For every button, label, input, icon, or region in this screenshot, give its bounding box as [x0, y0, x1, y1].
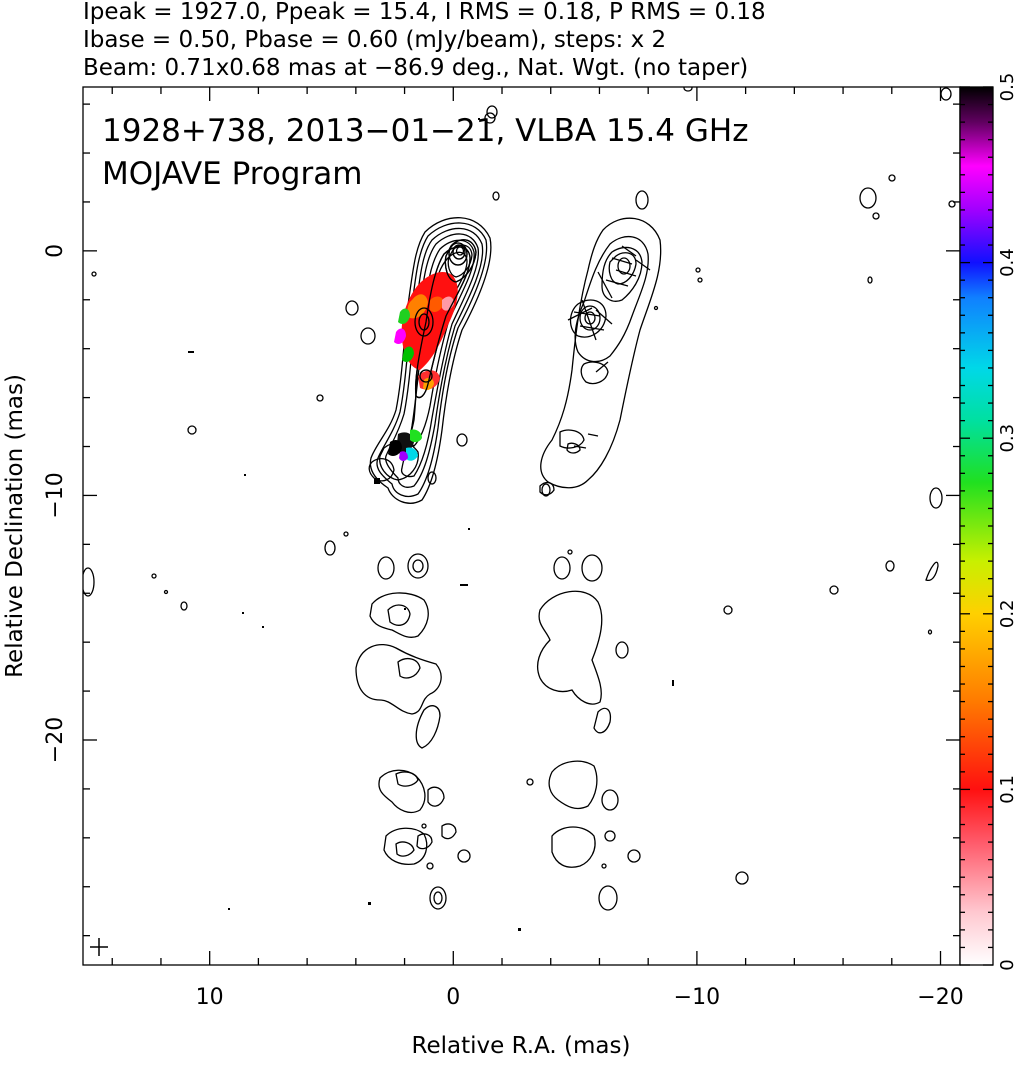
x-tick-label: 10 [196, 985, 224, 1010]
colorbar [959, 86, 994, 966]
y-tick-label: −20 [43, 717, 68, 763]
noise-contours-right [526, 554, 641, 911]
colorbar-tick-label: 0.2 [997, 599, 1018, 628]
y-tick-label: 0 [43, 244, 68, 258]
noise-dots [188, 118, 674, 931]
polarized-intensity-contours [539, 217, 662, 496]
header-line-1: Ipeak = 1927.0, Ppeak = 15.4, I RMS = 0.… [83, 0, 766, 25]
noise-contours-left [355, 553, 471, 910]
axis-tick-labels: 10 0 −10 −20 0 −10 −20 [43, 244, 964, 1010]
header-line-3: Beam: 0.71x0.68 mas at −86.9 deg., Nat. … [83, 55, 748, 81]
colorbar-tick-label: 0 [997, 959, 1018, 970]
chart-subtitle: MOJAVE Program [102, 156, 362, 192]
plot-frame [82, 86, 961, 966]
x-tick-label: −20 [917, 985, 963, 1010]
colorbar-tick-label: 0.3 [997, 424, 1018, 453]
polarization-colour [374, 271, 458, 484]
colorbar-tick-label: 0.1 [997, 775, 1018, 804]
colorbar-tick-label: 0.5 [997, 73, 1018, 102]
colorbar-tick-label: 0.4 [997, 248, 1018, 277]
y-axis-label: Relative Declination (mas) [2, 374, 28, 678]
axis-ticks [83, 87, 960, 965]
header-line-2: Ibase = 0.50, Pbase = 0.60 (mJy/beam), s… [83, 27, 666, 53]
x-axis-label: Relative R.A. (mas) [412, 1033, 631, 1059]
colorbar-tick-labels: 0 0.1 0.2 0.3 0.4 0.5 [997, 73, 1018, 971]
y-tick-label: −10 [43, 472, 68, 518]
x-tick-label: 0 [446, 985, 460, 1010]
beam-marker [90, 938, 108, 956]
colorbar-ticks [960, 86, 993, 966]
evpa-ticks [567, 245, 651, 449]
chart-title: 1928+738, 2013−01−21, VLBA 15.4 GHz [102, 113, 748, 149]
x-tick-label: −10 [674, 985, 720, 1010]
